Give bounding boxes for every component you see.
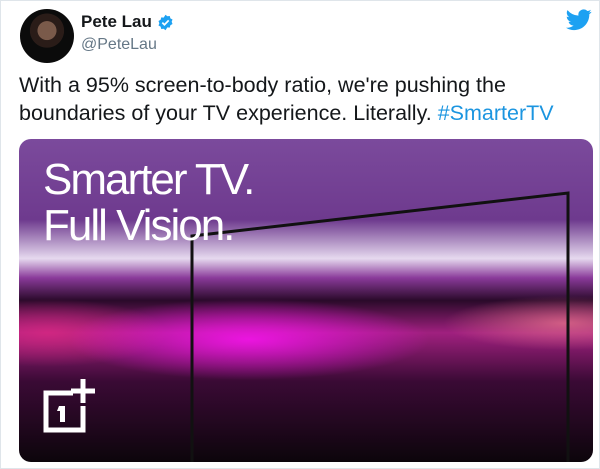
media-headline: Smarter TV. Full Vision.: [43, 155, 255, 250]
hashtag-link[interactable]: #SmarterTV: [437, 101, 554, 125]
verified-badge-icon: [158, 14, 173, 30]
avatar[interactable]: [20, 9, 74, 63]
tweet-text: With a 95% screen-to-body ratio, we're p…: [19, 71, 589, 127]
oneplus-logo-icon: [43, 379, 95, 433]
author[interactable]: Pete Lau: [81, 12, 174, 32]
twitter-bird-icon[interactable]: [566, 9, 592, 31]
author-name[interactable]: Pete Lau: [81, 12, 152, 31]
tweet-media-image[interactable]: Smarter TV. Full Vision.: [19, 139, 593, 462]
tv-outline: [190, 191, 570, 462]
headline-line-2: Full Vision.: [43, 201, 235, 250]
author-handle[interactable]: @PeteLau: [81, 36, 157, 53]
headline-line-1: Smarter TV.: [43, 155, 255, 204]
tweet-body: With a 95% screen-to-body ratio, we're p…: [19, 73, 506, 125]
